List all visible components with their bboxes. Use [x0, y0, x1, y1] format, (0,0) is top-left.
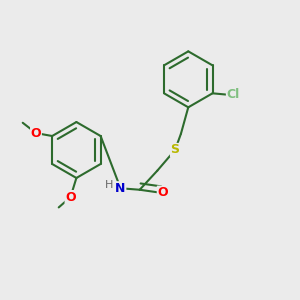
Text: H: H [105, 180, 114, 190]
Text: Cl: Cl [226, 88, 240, 101]
Text: N: N [116, 182, 126, 195]
Text: O: O [31, 127, 41, 140]
Text: O: O [157, 186, 168, 199]
Text: O: O [65, 190, 76, 204]
Text: S: S [170, 143, 179, 157]
